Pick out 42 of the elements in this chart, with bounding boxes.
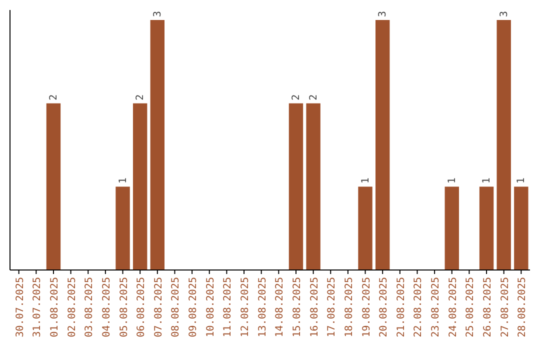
- data-label: 1: [446, 178, 458, 184]
- data-label: 3: [152, 10, 164, 17]
- x-tick-label: 02.08.2025: [66, 277, 78, 338]
- x-tick-label: 23.08.2025: [430, 277, 442, 338]
- x-tick-label: 17.08.2025: [326, 277, 338, 338]
- x-tick-label: 22.08.2025: [413, 277, 424, 338]
- x-tick-label: 03.08.2025: [84, 277, 96, 338]
- data-label: 1: [118, 178, 129, 184]
- x-tick-label: 19.08.2025: [361, 277, 372, 338]
- x-tick-label: 30.07.2025: [14, 277, 26, 338]
- x-tick-label: 13.08.2025: [257, 277, 268, 338]
- x-tick-label: 21.08.2025: [396, 277, 407, 338]
- x-tick-label: 04.08.2025: [101, 277, 112, 338]
- x-tick-label: 24.08.2025: [448, 277, 459, 338]
- data-label: 1: [360, 178, 372, 184]
- data-label: 2: [308, 94, 320, 100]
- x-tick-label: 07.08.2025: [153, 277, 164, 338]
- x-tick-label: 11.08.2025: [222, 277, 234, 338]
- x-tick-label: 14.08.2025: [274, 277, 286, 338]
- x-tick-label: 27.08.2025: [500, 277, 511, 338]
- data-label: 3: [378, 10, 389, 17]
- x-tick-label: 31.07.2025: [32, 277, 44, 338]
- data-label: 3: [498, 10, 510, 17]
- x-tick-label: 05.08.2025: [118, 277, 130, 338]
- x-tick-label: 25.08.2025: [465, 277, 476, 338]
- x-tick-label: 16.08.2025: [309, 277, 320, 338]
- data-label: 1: [482, 178, 493, 184]
- data-label: 2: [48, 94, 60, 100]
- x-tick-label: 26.08.2025: [482, 277, 494, 338]
- x-tick-label: 10.08.2025: [205, 277, 216, 338]
- x-tick-label: 09.08.2025: [188, 277, 200, 338]
- x-tick-label: 12.08.2025: [240, 277, 252, 338]
- x-tick-label: 28.08.2025: [517, 277, 528, 338]
- x-tick-label: 18.08.2025: [344, 277, 355, 338]
- x-tick-label: 01.08.2025: [49, 277, 60, 338]
- x-tick-label: 20.08.2025: [378, 277, 390, 338]
- x-tick-label: 08.08.2025: [170, 277, 182, 338]
- data-label: 2: [135, 94, 146, 100]
- data-label: 2: [290, 94, 302, 100]
- data-label: 1: [516, 178, 528, 184]
- x-tick-label: 15.08.2025: [292, 277, 303, 338]
- x-tick-label: 06.08.2025: [136, 277, 148, 338]
